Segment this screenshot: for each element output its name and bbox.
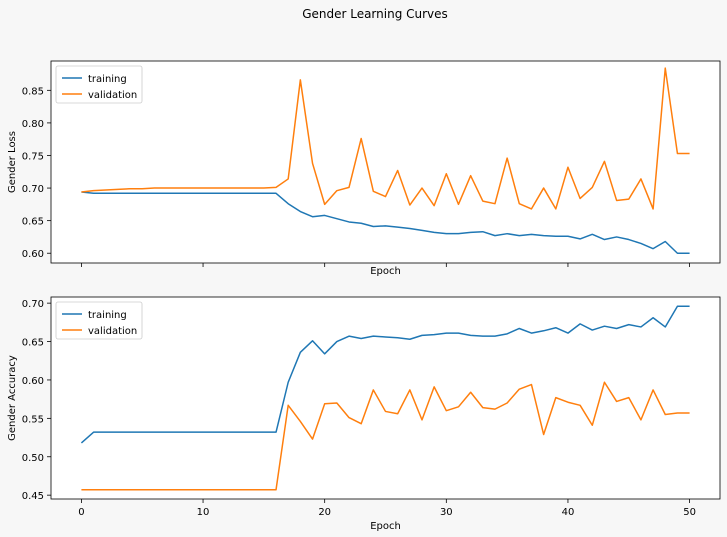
series-line-training <box>80 305 690 444</box>
series-line-validation <box>81 67 690 210</box>
series-line-validation <box>81 381 690 491</box>
figure-title: Gender Learning Curves <box>302 7 448 21</box>
y-tick-label: 0.70 <box>22 299 44 310</box>
legend-label-validation: validation <box>88 90 137 101</box>
legend-label-training: training <box>88 310 127 321</box>
y-tick-label: 0.75 <box>22 151 44 162</box>
y-tick-label: 0.65 <box>22 217 44 228</box>
y-tick-label: 0.65 <box>22 338 44 349</box>
y-tick-label: 0.80 <box>22 119 44 130</box>
x-tick-label: 20 <box>318 507 331 518</box>
x-tick-label: 30 <box>440 507 453 518</box>
accuracy-chart: 0.45 0.50 0.55 0.60 0.65 0.70 0 10 20 30 40 50 Epoch… <box>7 296 721 532</box>
loss-chart: 0.60 0.65 0.70 0.75 0.80 0.85 Epoch Gender Loss… <box>7 60 721 277</box>
x-tick-label: 40 <box>562 507 575 518</box>
x-tick-label: 10 <box>197 507 210 518</box>
y-tick-label: 0.55 <box>22 414 44 425</box>
y-tick-label: 0.60 <box>22 376 44 387</box>
y-axis-label: Gender Accuracy <box>7 355 18 441</box>
y-axis-label: Gender Loss <box>7 131 18 193</box>
plot-area <box>51 297 720 499</box>
series-line-training <box>81 191 690 254</box>
y-tick-label: 0.50 <box>22 453 44 464</box>
x-axis-label: Epoch <box>370 266 401 277</box>
y-tick-label: 0.70 <box>22 184 44 195</box>
plot-area <box>51 61 720 263</box>
x-axis-label: Epoch <box>370 521 401 532</box>
y-tick-label: 0.60 <box>22 249 44 260</box>
y-tick-label: 0.45 <box>22 491 44 502</box>
plot-frame <box>50 296 721 500</box>
legend-label-validation: validation <box>88 326 137 337</box>
x-tick-label: 50 <box>683 507 696 518</box>
x-tick-label: 0 <box>78 507 84 518</box>
plot-frame <box>50 60 721 264</box>
y-tick-label: 0.85 <box>22 86 44 97</box>
legend-label-training: training <box>88 74 127 85</box>
